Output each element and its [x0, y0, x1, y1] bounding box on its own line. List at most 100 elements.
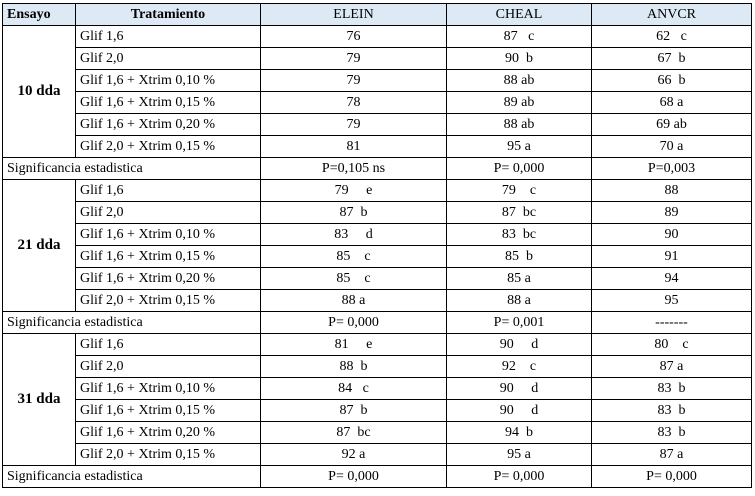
cheal-cell: 87 c: [446, 25, 592, 48]
table-row: Glif 1,6 + Xtrim 0,10 % 83 d 83 bc 90: [3, 223, 752, 246]
significance-row: Significancia estadistica P= 0,000 P= 0,00…: [2, 311, 752, 334]
tratamiento-cell: Glif 2,0: [75, 355, 261, 378]
header-elein: ELEIN: [260, 3, 447, 26]
anvcr-cell: 66 b: [591, 69, 752, 92]
cheal-cell: 95 a: [446, 135, 592, 158]
elein-cell: 87 b: [260, 399, 447, 422]
table-row: 31 dda Glif 1,6 81 e 90 d 80 c: [2, 333, 752, 466]
elein-cell: 81 e: [260, 333, 447, 356]
elein-cell: 87 b: [260, 201, 447, 224]
anvcr-cell: 87 a: [591, 443, 752, 466]
tratamiento-cell: Glif 1,6: [75, 179, 261, 202]
ensayo-cell: 31 dda: [2, 333, 76, 466]
tratamiento-cell: Glif 1,6 + Xtrim 0,20 %: [75, 421, 261, 444]
anvcr-cell: 90: [591, 223, 752, 246]
table-row: Glif 2,0 + Xtrim 0,15 % 81 95 a 70 a: [3, 135, 752, 158]
elein-cell: 84 c: [260, 377, 447, 400]
elein-cell: 85 c: [260, 245, 447, 268]
anvcr-cell: 88: [591, 179, 752, 202]
elein-cell: 85 c: [260, 267, 447, 290]
anvcr-cell: 68 a: [591, 91, 752, 114]
table-row: Glif 1,6 + Xtrim 0,10 % 79 88 ab 66 b: [3, 69, 752, 92]
elein-cell: 76: [260, 25, 447, 48]
table-row: Glif 2,0 + Xtrim 0,15 % 88 a 88 a 95: [3, 289, 752, 312]
cheal-cell: 90 d: [446, 333, 592, 356]
significance-elein: P= 0,000: [260, 311, 447, 334]
cheal-cell: 94 b: [446, 421, 592, 444]
header-tratamiento: Tratamiento: [75, 3, 261, 26]
header-ensayo: Ensayo: [2, 3, 76, 26]
table-body: 10 dda Glif 1,6 76 87 c 62 c Glif 2,0 79 90 b 67…: [2, 25, 752, 488]
anvcr-cell: 70 a: [591, 135, 752, 158]
cheal-cell: 83 bc: [446, 223, 592, 246]
elein-cell: 79 e: [260, 179, 447, 202]
anvcr-cell: 83 b: [591, 421, 752, 444]
cheal-cell: 87 bc: [446, 201, 592, 224]
significance-row: Significancia estadistica P= 0,000 P= 0,00…: [2, 465, 752, 488]
cheal-cell: 85 a: [446, 267, 592, 290]
table-row: Glif 1,6 + Xtrim 0,20 % 87 bc 94 b 83 b: [3, 421, 752, 444]
elein-cell: 79: [260, 69, 447, 92]
elein-cell: 88 b: [260, 355, 447, 378]
tratamiento-cell: Glif 2,0 + Xtrim 0,15 %: [75, 135, 261, 158]
table-row: Glif 1,6 + Xtrim 0,20 % 79 88 ab 69 ab: [3, 113, 752, 136]
tratamiento-cell: Glif 1,6 + Xtrim 0,20 %: [75, 267, 261, 290]
elein-cell: 79: [260, 47, 447, 70]
elein-cell: 81: [260, 135, 447, 158]
cheal-cell: 90 d: [446, 377, 592, 400]
anvcr-cell: 91: [591, 245, 752, 268]
tratamiento-cell: Glif 2,0 + Xtrim 0,15 %: [75, 443, 261, 466]
header-cheal: CHEAL: [446, 3, 592, 26]
elein-cell: 92 a: [260, 443, 447, 466]
tratamiento-cell: Glif 1,6 + Xtrim 0,10 %: [75, 223, 261, 246]
tratamiento-cell: Glif 1,6 + Xtrim 0,15 %: [75, 399, 261, 422]
significance-cheal: P= 0,000: [446, 465, 592, 488]
anvcr-cell: 83 b: [591, 399, 752, 422]
anvcr-cell: 80 c: [591, 333, 752, 356]
tratamiento-cell: Glif 2,0 + Xtrim 0,15 %: [75, 289, 261, 312]
elein-cell: 78: [260, 91, 447, 114]
cheal-cell: 79 c: [446, 179, 592, 202]
significance-row: Significancia estadistica P=0,105 ns P= 0,…: [2, 157, 752, 180]
anvcr-cell: 62 c: [591, 25, 752, 48]
significance-elein: P= 0,000: [260, 465, 447, 488]
table-row: Glif 2,0 + Xtrim 0,15 % 92 a 95 a 87 a: [3, 443, 752, 466]
ensayo-cell: 10 dda: [2, 25, 76, 158]
significance-elein: P=0,105 ns: [260, 157, 447, 180]
elein-cell: 83 d: [260, 223, 447, 246]
cheal-cell: 90 b: [446, 47, 592, 70]
anvcr-cell: 69 ab: [591, 113, 752, 136]
significance-anvcr: P=0,003: [591, 157, 752, 180]
cheal-cell: 85 b: [446, 245, 592, 268]
anvcr-cell: 94: [591, 267, 752, 290]
table-row: Glif 2,0 79 90 b 67 b: [3, 47, 752, 70]
table-row: Glif 1,6 + Xtrim 0,15 % 87 b 90 d 83 b: [3, 399, 752, 422]
table-row: Glif 2,0 88 b 92 c 87 a: [3, 355, 752, 378]
cheal-cell: 88 ab: [446, 69, 592, 92]
anvcr-cell: 89: [591, 201, 752, 224]
table-row: Glif 1,6 + Xtrim 0,20 % 85 c 85 a 94: [3, 267, 752, 290]
significance-anvcr: -------: [591, 311, 752, 334]
tratamiento-cell: Glif 1,6: [75, 333, 261, 356]
tratamiento-cell: Glif 1,6 + Xtrim 0,15 %: [75, 245, 261, 268]
cheal-cell: 88 ab: [446, 113, 592, 136]
tratamiento-cell: Glif 1,6 + Xtrim 0,10 %: [75, 69, 261, 92]
significance-label: Significancia estadistica: [2, 465, 261, 488]
anvcr-cell: 87 a: [591, 355, 752, 378]
header-anvcr: ANVCR: [591, 3, 752, 26]
anvcr-cell: 83 b: [591, 377, 752, 400]
cheal-cell: 92 c: [446, 355, 592, 378]
significance-anvcr: P= 0,000: [591, 465, 752, 488]
significance-cheal: P= 0,000: [446, 157, 592, 180]
table-row: Glif 2,0 87 b 87 bc 89: [3, 201, 752, 224]
table-row: Glif 1,6 + Xtrim 0,10 % 84 c 90 d 83 b: [3, 377, 752, 400]
tratamiento-cell: Glif 1,6 + Xtrim 0,15 %: [75, 91, 261, 114]
table-row: Glif 1,6 + Xtrim 0,15 % 78 89 ab 68 a: [3, 91, 752, 114]
header-row: Ensayo Tratamiento ELEIN CHEAL ANVCR: [2, 3, 752, 26]
tratamiento-cell: Glif 2,0: [75, 47, 261, 70]
significance-label: Significancia estadistica: [2, 311, 261, 334]
significance-label: Significancia estadistica: [2, 157, 261, 180]
table-row: 10 dda Glif 1,6 76 87 c 62 c: [2, 25, 752, 158]
elein-cell: 79: [260, 113, 447, 136]
cheal-cell: 90 d: [446, 399, 592, 422]
